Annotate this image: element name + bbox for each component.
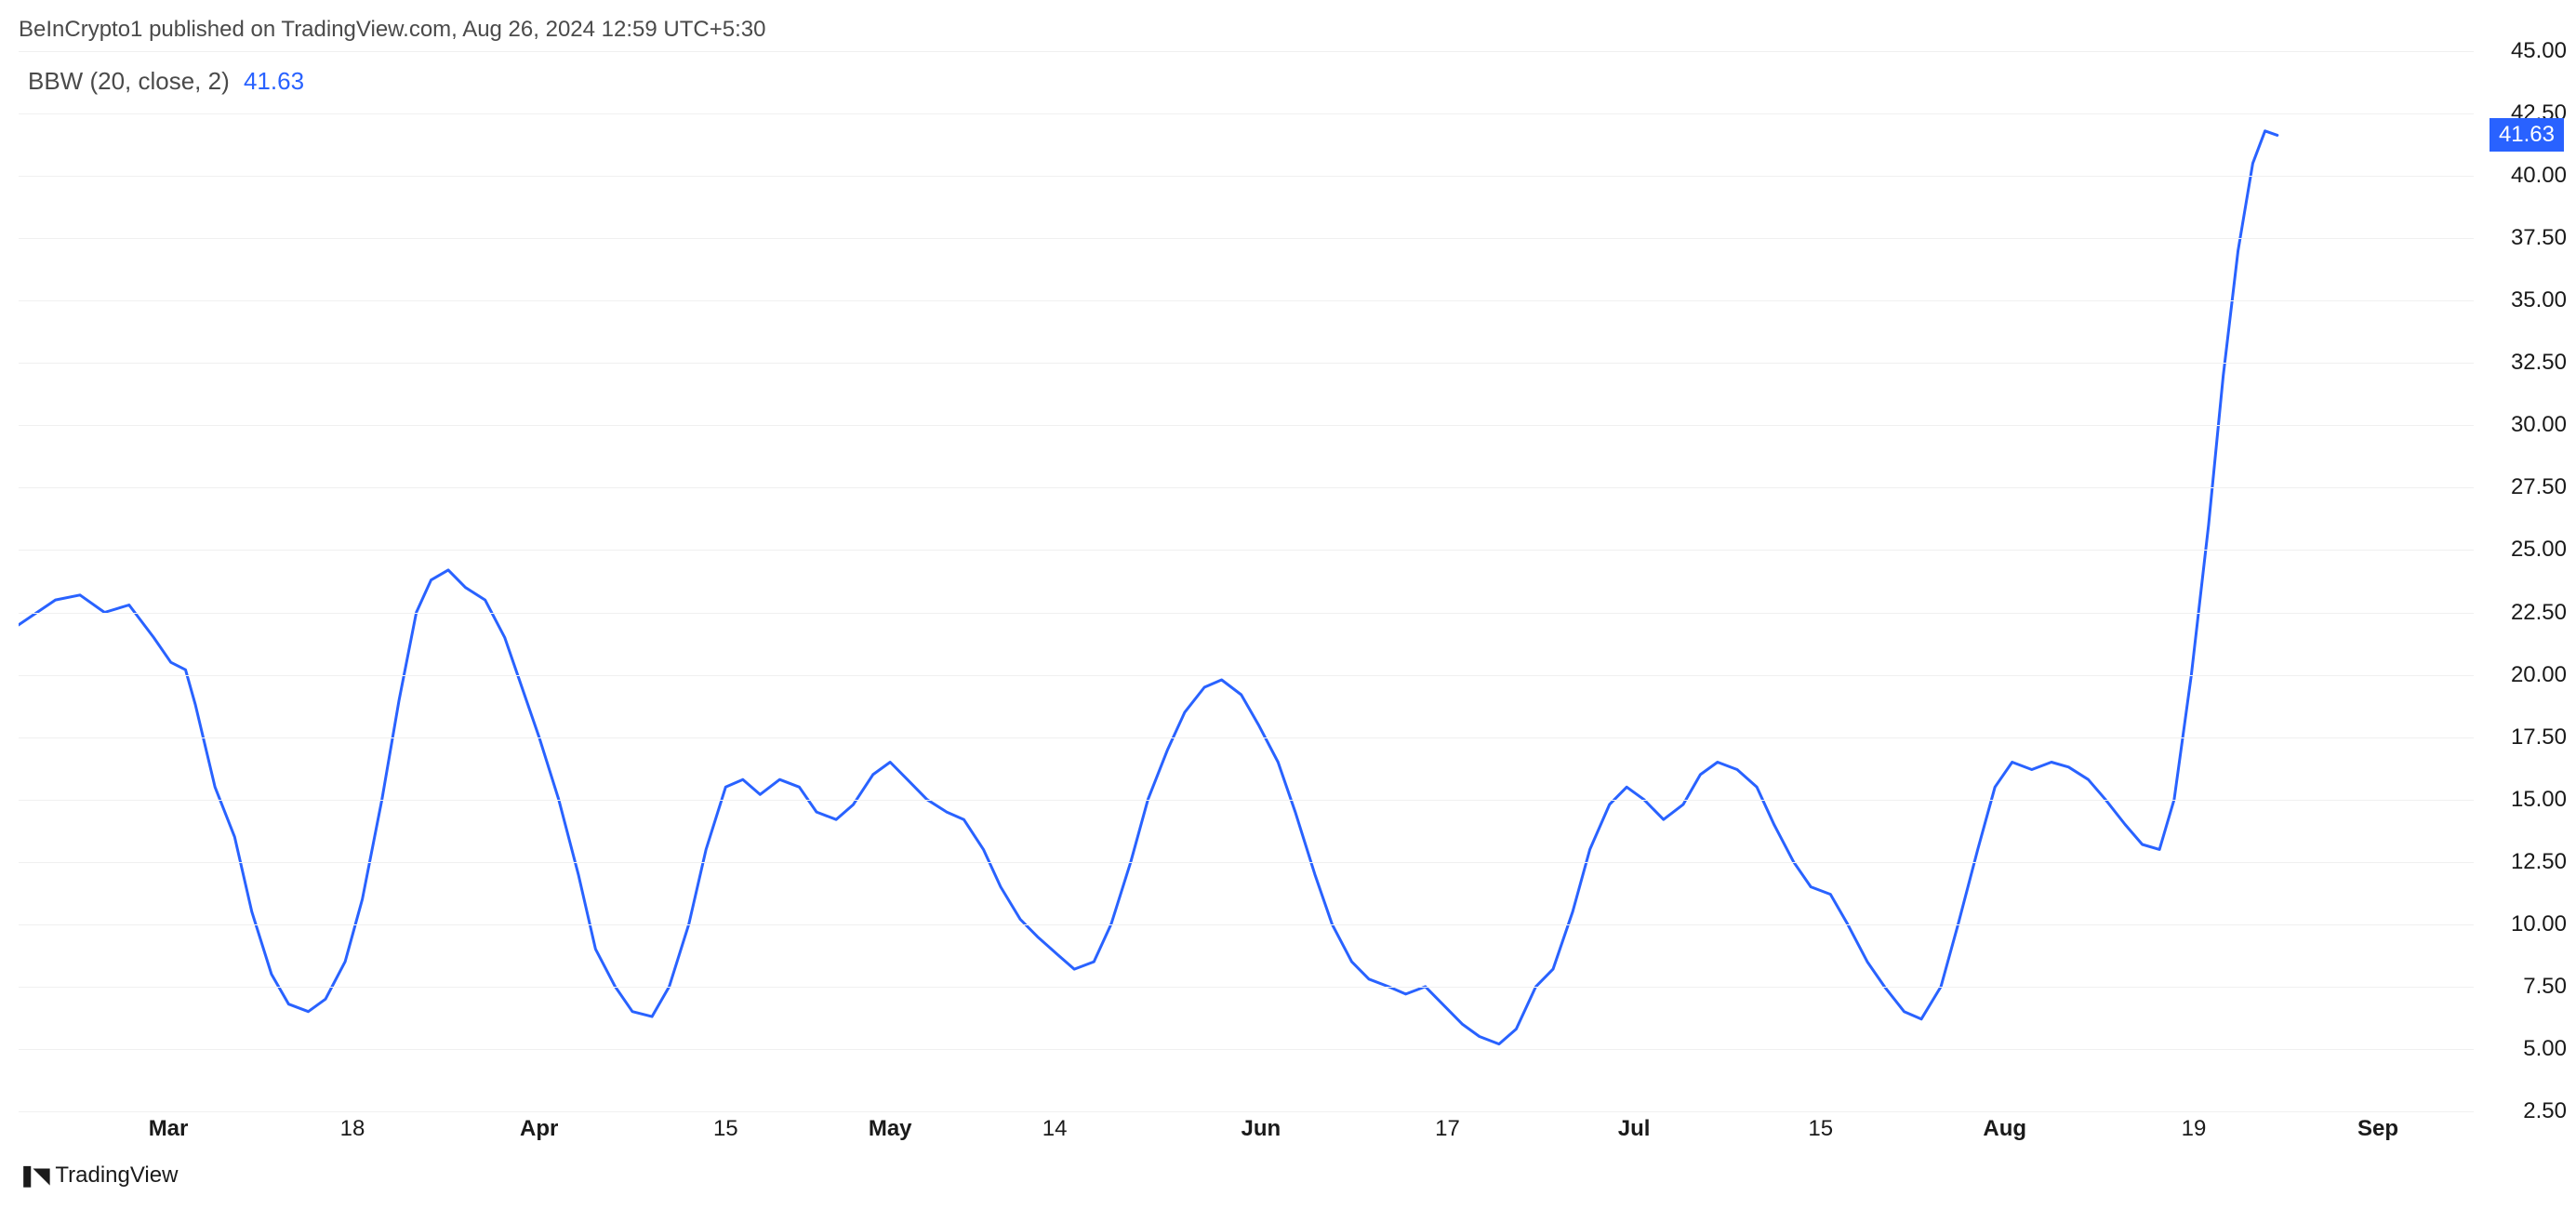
y-axis: 45.0042.5040.0037.5035.0032.5030.0027.50…: [2483, 51, 2567, 1111]
grid-line: [19, 613, 2474, 614]
grid-line: [19, 924, 2474, 925]
x-tick-label: Mar: [149, 1116, 189, 1142]
tradingview-logo-icon: ❚◥: [19, 1163, 47, 1188]
x-tick-label: 19: [2182, 1116, 2207, 1142]
y-tick-label: 30.00: [2492, 412, 2567, 438]
y-tick-label: 32.50: [2492, 350, 2567, 376]
y-tick-label: 45.00: [2492, 38, 2567, 64]
grid-line: [19, 176, 2474, 177]
grid-line: [19, 1049, 2474, 1050]
y-tick-label: 35.00: [2492, 287, 2567, 313]
bbw-line: [19, 131, 2277, 1044]
tradingview-logo-text: TradingView: [55, 1162, 178, 1189]
x-tick-label: Aug: [1983, 1116, 2026, 1142]
grid-line: [19, 113, 2474, 114]
grid-line: [19, 675, 2474, 676]
y-tick-label: 7.50: [2492, 974, 2567, 1000]
y-tick-label: 17.50: [2492, 724, 2567, 751]
y-tick-label: 15.00: [2492, 787, 2567, 813]
y-tick-label: 40.00: [2492, 163, 2567, 189]
y-tick-label: 10.00: [2492, 911, 2567, 937]
x-tick-label: 14: [1042, 1116, 1068, 1142]
grid-line: [19, 1111, 2474, 1112]
grid-line: [19, 300, 2474, 301]
y-tick-label: 25.00: [2492, 537, 2567, 563]
grid-line: [19, 363, 2474, 364]
chart-plot-area[interactable]: [19, 51, 2474, 1111]
grid-line: [19, 51, 2474, 52]
y-tick-label: 5.00: [2492, 1036, 2567, 1062]
x-tick-label: Apr: [520, 1116, 558, 1142]
y-tick-label: 2.50: [2492, 1098, 2567, 1124]
x-tick-label: 18: [340, 1116, 365, 1142]
grid-line: [19, 737, 2474, 738]
grid-line: [19, 862, 2474, 863]
grid-line: [19, 550, 2474, 551]
tradingview-logo: ❚◥ TradingView: [19, 1162, 178, 1189]
x-axis: Mar 18 Apr 15 May 14 Jun 17 Jul 15 Aug 19 Sep: [19, 1116, 2474, 1153]
y-tick-label: 20.00: [2492, 662, 2567, 688]
y-tick-label: 12.50: [2492, 849, 2567, 875]
grid-line: [19, 487, 2474, 488]
x-tick-label: 15: [713, 1116, 738, 1142]
y-tick-label: 27.50: [2492, 474, 2567, 500]
grid-line: [19, 800, 2474, 801]
x-tick-label: Jul: [1618, 1116, 1651, 1142]
x-tick-label: May: [869, 1116, 912, 1142]
line-chart-svg: [19, 51, 2474, 1111]
grid-line: [19, 238, 2474, 239]
x-tick-label: 17: [1435, 1116, 1460, 1142]
x-tick-label: 15: [1808, 1116, 1833, 1142]
x-tick-label: Sep: [2357, 1116, 2398, 1142]
y-tick-label: 37.50: [2492, 225, 2567, 251]
grid-line: [19, 425, 2474, 426]
grid-line: [19, 987, 2474, 988]
x-tick-label: Jun: [1241, 1116, 1281, 1142]
current-value-badge: 41.63: [2490, 118, 2564, 152]
y-tick-label: 22.50: [2492, 600, 2567, 626]
attribution-text: BeInCrypto1 published on TradingView.com…: [19, 17, 765, 43]
